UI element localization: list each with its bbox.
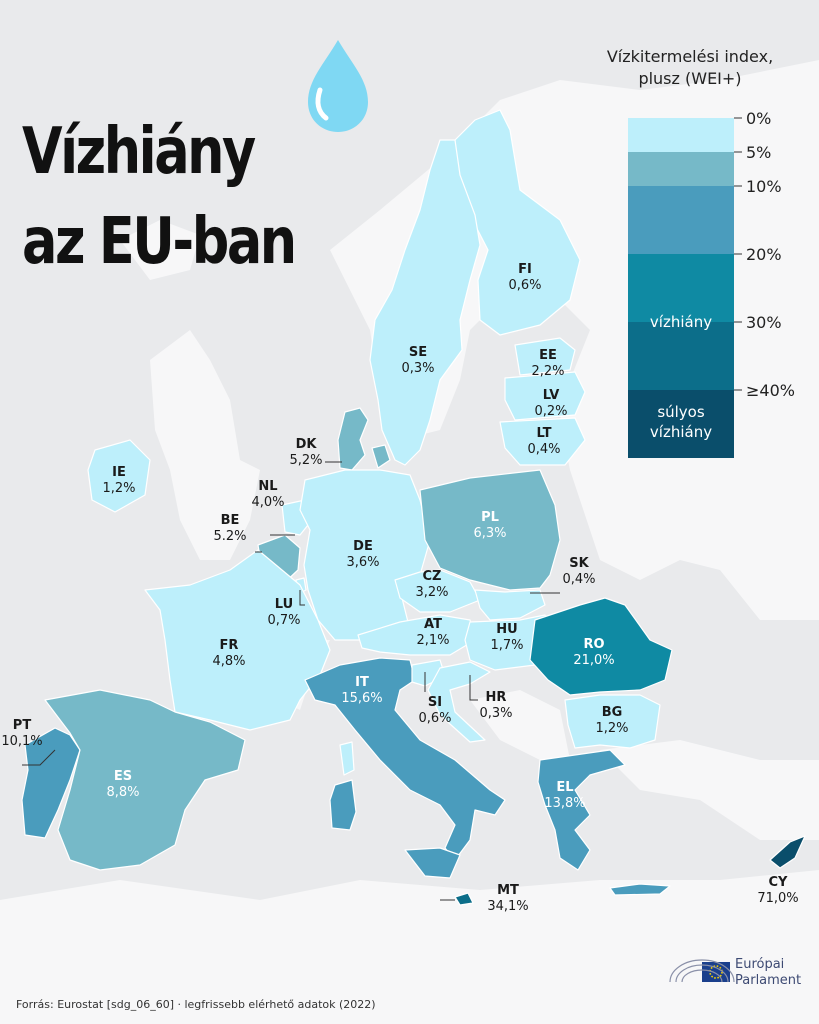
country-fr-corsica [339, 741, 355, 776]
eu-countries [21, 109, 806, 906]
label-bg: BG 1,2% [595, 705, 629, 736]
country-pt [21, 727, 81, 839]
label-fr: FR 4,8% [212, 638, 246, 669]
label-ee: EE 2,2% [531, 348, 565, 379]
country-ro [529, 597, 673, 696]
label-at: AT 2,1% [416, 617, 450, 648]
legend-tick-10: 10% [746, 177, 782, 196]
legend-tick-0: 0% [746, 109, 772, 128]
label-el: EL 13,8% [544, 780, 586, 811]
label-cz: CZ 3,2% [415, 569, 449, 600]
country-dk [337, 407, 369, 471]
title-line-1: Vízhiány [22, 115, 256, 189]
legend-label-severe-1: súlyos [657, 403, 705, 421]
legend-tick-5: 5% [746, 143, 772, 162]
legend-tick-40: ≥40% [746, 381, 795, 400]
label-es: ES 8,8% [106, 769, 140, 800]
country-it-sicily [404, 847, 461, 879]
label-nl: NL 4,0% [251, 479, 285, 510]
country-it [304, 657, 506, 861]
label-ie: IE 1,2% [102, 465, 136, 496]
label-pl: PL 6,3% [473, 510, 507, 541]
country-cy [769, 835, 806, 869]
parliament-hemicycle-icon [669, 959, 735, 983]
country-sk [474, 589, 546, 621]
legend-tick-20: 20% [746, 245, 782, 264]
country-bg [564, 694, 661, 749]
country-lv [504, 371, 586, 421]
label-ro: RO 21,0% [573, 637, 615, 668]
eu-flag-icon [702, 962, 730, 982]
label-lv: LV 0,2% [534, 388, 568, 419]
country-el [537, 749, 626, 871]
country-dk-islands [371, 444, 391, 469]
label-lt: LT 0,4% [527, 426, 561, 457]
label-pt: PT 10,1% [1, 718, 43, 749]
label-si: SI 0,6% [418, 695, 452, 726]
source-note: Forrás: Eurostat [sdg_06_60] · legfrisse… [16, 998, 376, 1011]
country-se [369, 139, 481, 466]
label-mt: MT 34,1% [487, 883, 529, 914]
country-ee [514, 337, 576, 376]
legend-title-line-2: plusz (WEI+) [638, 69, 742, 88]
logo-line-2: Parlament [735, 973, 802, 988]
country-hr [427, 661, 491, 743]
country-pl [419, 469, 561, 591]
country-es [44, 689, 246, 871]
legend-label-severe-2: vízhiány [649, 423, 713, 441]
label-be: BE 5.2% [213, 513, 247, 544]
label-se: SE 0,3% [401, 345, 435, 376]
country-mt [454, 892, 474, 906]
label-de: DE 3,6% [346, 539, 380, 570]
label-fi: FI 0,6% [508, 262, 542, 293]
legend-tick-30: 30% [746, 313, 782, 332]
label-dk: DK 5,2% [289, 437, 323, 468]
leader-lines [22, 461, 560, 901]
legend-label-scarcity: vízhiány [649, 313, 713, 331]
country-ie [87, 439, 151, 513]
country-lt [499, 417, 586, 466]
legend-title: Vízkitermelési index, plusz (WEI+) [580, 46, 800, 90]
country-el-crete [609, 883, 671, 896]
title-line-2: az EU-ban [22, 205, 297, 279]
legend-scale [628, 117, 742, 458]
label-hr: HR 0,3% [479, 690, 513, 721]
country-at [357, 614, 476, 656]
country-it-sardinia [329, 779, 357, 831]
legend-title-line-1: Vízkitermelési index, [606, 47, 774, 66]
label-it: IT 15,6% [341, 675, 383, 706]
country-fr [144, 549, 331, 731]
label-cy: CY 71,0% [757, 875, 799, 906]
logo-line-1: Európai [735, 957, 785, 972]
label-hu: HU 1,7% [490, 622, 524, 653]
label-lu: LU 0,7% [267, 597, 301, 628]
label-sk: SK 0,4% [562, 556, 596, 587]
european-parliament-logo-text: Európai Parlament [735, 957, 801, 989]
water-drop-icon [308, 40, 368, 132]
